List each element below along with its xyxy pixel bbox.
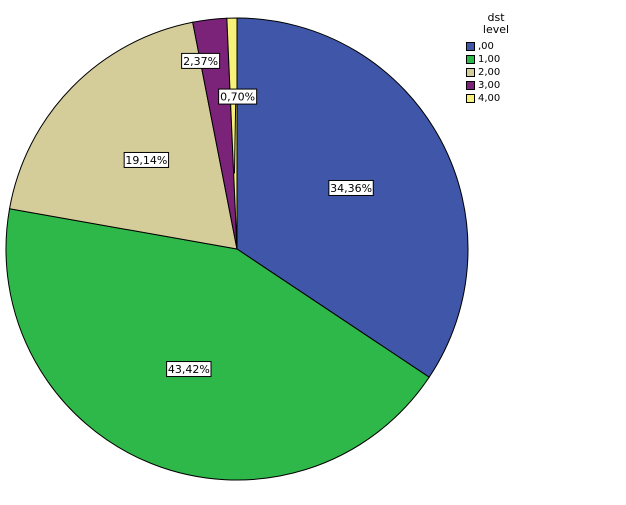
legend-item-2: 2,00: [466, 66, 526, 79]
legend-items: ,00 1,00 2,00 3,00 4,00: [466, 40, 526, 105]
legend-swatch-1: [466, 55, 475, 64]
legend-swatch-3: [466, 81, 475, 90]
legend-title-line-1: dst: [487, 11, 505, 24]
data-label-text-2: 19,14%: [125, 154, 167, 167]
pie-slices: [5, 17, 469, 481]
data-label-0: 34,36%: [328, 179, 374, 196]
legend-label-0: ,00: [478, 40, 494, 52]
data-label-1: 43,42%: [166, 361, 212, 378]
data-label-box-3: [181, 52, 221, 69]
legend-label-4: 4,00: [478, 92, 501, 104]
data-label-text-4: 0,70%: [220, 91, 255, 104]
data-label-box-0: [328, 179, 374, 196]
legend-swatch-2: [466, 68, 475, 77]
legend-label-3: 3,00: [478, 79, 501, 91]
data-label-box-2: [123, 151, 170, 168]
data-label-box-1: [166, 361, 212, 378]
legend: dst level ,00 1,00 2,00 3,00 4,00: [466, 12, 526, 105]
legend-label-2: 2,00: [478, 66, 501, 78]
data-label-3: 2,37%: [181, 52, 221, 69]
legend-label-1: 1,00: [478, 53, 501, 65]
legend-item-4: 4,00: [466, 92, 526, 105]
legend-swatch-4: [466, 94, 475, 103]
legend-swatch-0: [466, 42, 475, 51]
data-label-text-0: 34,36%: [330, 182, 372, 195]
leader-lines: [233, 104, 237, 174]
data-label-box-4: [218, 88, 258, 105]
legend-item-3: 3,00: [466, 79, 526, 92]
data-label-2: 19,14%: [123, 151, 170, 168]
data-labels: 34,36% 43,42% 19,14% 2,37% 0,70%: [123, 52, 374, 378]
pie-slice-1: [5, 208, 430, 481]
data-label-4: 0,70%: [218, 88, 258, 105]
legend-item-1: 1,00: [466, 53, 526, 66]
legend-title: dst level: [466, 12, 526, 36]
pie-slice-2: [8, 21, 238, 250]
leader-line-4: [233, 104, 237, 174]
legend-title-line-2: level: [482, 23, 510, 36]
data-label-text-3: 2,37%: [183, 55, 218, 68]
legend-item-0: ,00: [466, 40, 526, 53]
pie-slice-4: [226, 17, 238, 250]
data-label-text-1: 43,42%: [168, 363, 210, 376]
